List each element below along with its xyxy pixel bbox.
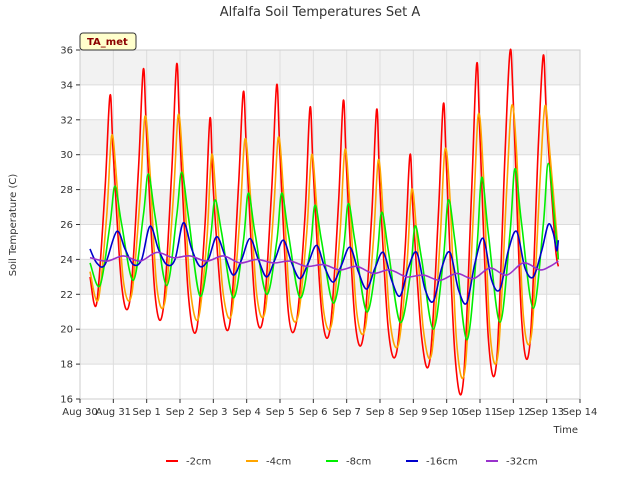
plot-series: [89, 48, 560, 396]
y-tick-label: 18: [60, 360, 73, 371]
x-tick-label: Sep 3: [199, 407, 227, 418]
x-tick-label: Sep 6: [299, 407, 327, 418]
legend: -2cm -4cm -8cm -16cm -32cm: [166, 457, 538, 468]
y-tick-label: 24: [60, 255, 73, 266]
x-tick-label: Sep 11: [463, 407, 498, 418]
y-axis-label: Soil Temperature (C): [8, 174, 19, 277]
x-tick-label: Sep 1: [132, 407, 160, 418]
y-tick-label: 22: [60, 290, 73, 301]
legend-label: -2cm: [186, 457, 211, 468]
x-tick-label: Sep 14: [563, 407, 598, 418]
x-tick-label: Sep 4: [232, 407, 260, 418]
x-tick-label: Sep 5: [266, 407, 294, 418]
legend-label: -16cm: [426, 457, 458, 468]
legend-label: -4cm: [266, 457, 291, 468]
plot-band: [80, 189, 580, 225]
y-tick-label: 28: [60, 185, 73, 196]
legend-label: -8cm: [346, 457, 371, 468]
series-line-neg16cm: [89, 221, 560, 305]
plot-band: [80, 50, 580, 85]
y-tick-label: 26: [60, 220, 73, 231]
series-line-neg8cm: [89, 162, 560, 341]
plot-band: [80, 119, 580, 155]
site-badge: TA_met: [79, 32, 137, 51]
x-tick-label: Sep 8: [366, 407, 394, 418]
x-tick-label: Aug 31: [96, 407, 131, 418]
x-axis-label: Time: [553, 425, 578, 436]
y-tick-label: 32: [60, 115, 73, 126]
y-tick-label: 16: [60, 395, 73, 406]
y-tick-label: 30: [60, 150, 73, 161]
x-tick-label: Sep 13: [529, 407, 564, 418]
site-badge-label: TA_met: [87, 37, 128, 48]
x-tick-label: Sep 7: [332, 407, 360, 418]
y-tick-label: 20: [60, 325, 73, 336]
series-line-neg32cm: [89, 251, 559, 282]
x-tick-label: Sep 2: [166, 407, 194, 418]
chart-title: Alfalfa Soil Temperatures Set A: [220, 5, 421, 20]
x-tick-label: Sep 12: [496, 407, 531, 418]
x-tick-label: Aug 30: [62, 407, 97, 418]
y-tick-label: 36: [60, 46, 73, 57]
x-tick-label: Sep 9: [399, 407, 427, 418]
plot-band: [80, 329, 580, 365]
legend-label: -32cm: [506, 457, 538, 468]
y-tick-label: 34: [60, 80, 73, 91]
x-tick-label: Sep 10: [429, 407, 464, 418]
